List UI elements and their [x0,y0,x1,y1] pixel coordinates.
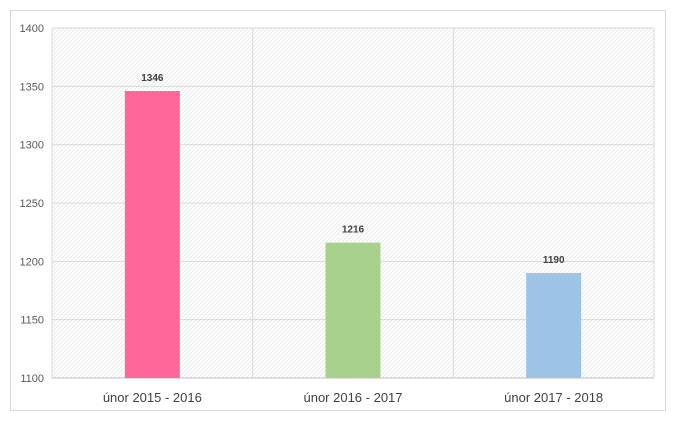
y-tick-label: 1350 [20,81,44,93]
data-label: 1346 [141,73,164,84]
bars [124,91,582,378]
bar [526,273,582,378]
x-category-label: únor 2015 - 2016 [103,390,202,405]
x-category-label: únor 2017 - 2018 [504,390,603,405]
data-label: 1190 [543,255,565,266]
y-tick-label: 1100 [20,373,44,385]
y-axis: 1100 1150 1200 1250 1300 1350 1400 [20,23,44,385]
y-tick-label: 1200 [20,256,44,268]
y-tick-label: 1300 [20,140,44,152]
y-tick-label: 1250 [20,198,44,210]
y-tick-label: 1150 [20,315,44,327]
bar [325,242,381,378]
data-label: 1216 [342,225,365,236]
x-category-label: únor 2016 - 2017 [303,390,402,405]
bar [124,91,180,378]
data-labels: 1346 1216 1190 [141,73,565,266]
x-axis: únor 2015 - 2016 únor 2016 - 2017 únor 201… [103,390,603,405]
y-tick-label: 1400 [20,23,44,35]
